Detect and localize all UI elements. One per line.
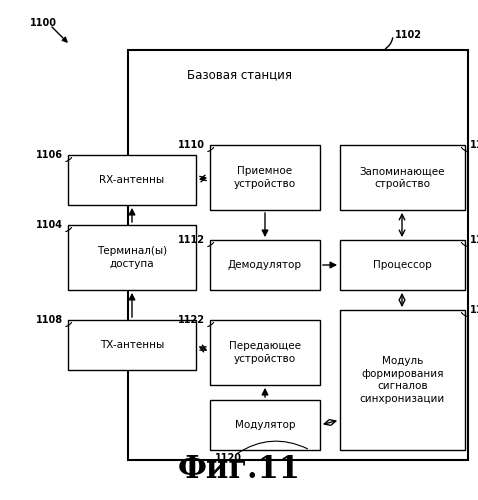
- Text: 1112: 1112: [178, 235, 205, 245]
- Text: 1108: 1108: [36, 315, 63, 325]
- Text: 1118: 1118: [470, 305, 478, 315]
- Bar: [340, 240, 465, 290]
- Bar: [210, 145, 320, 210]
- Text: Процессор: Процессор: [373, 260, 432, 270]
- Text: Демодулятор: Демодулятор: [228, 260, 302, 270]
- Bar: [340, 310, 465, 450]
- Text: 1116: 1116: [470, 140, 478, 150]
- Text: TX-антенны: TX-антенны: [100, 340, 164, 350]
- Text: RX-антенны: RX-антенны: [99, 175, 164, 185]
- Bar: [68, 225, 196, 290]
- Text: Базовая станция: Базовая станция: [187, 68, 293, 81]
- Bar: [68, 320, 196, 370]
- Bar: [340, 145, 465, 210]
- Bar: [210, 240, 320, 290]
- Bar: [210, 400, 320, 450]
- Text: 1106: 1106: [36, 150, 63, 160]
- Text: Передающее
устройство: Передающее устройство: [229, 342, 301, 363]
- Bar: [210, 320, 320, 385]
- Text: 1104: 1104: [36, 220, 63, 230]
- Text: Модулятор: Модулятор: [235, 420, 295, 430]
- Bar: [68, 155, 196, 205]
- Text: 1102: 1102: [395, 30, 422, 40]
- Text: Модуль
формирования
сигналов
синхронизации: Модуль формирования сигналов синхронизац…: [360, 356, 445, 404]
- Text: Терминал(ы)
доступа: Терминал(ы) доступа: [97, 246, 167, 268]
- Text: Приемное
устройство: Приемное устройство: [234, 166, 296, 188]
- Text: 1100: 1100: [30, 18, 57, 28]
- Text: Запоминающее
стройство: Запоминающее стройство: [360, 166, 445, 188]
- Text: Фиг.11: Фиг.11: [177, 454, 301, 485]
- Text: 1122: 1122: [178, 315, 205, 325]
- Bar: [128, 50, 468, 460]
- Text: 1110: 1110: [178, 140, 205, 150]
- Text: 1114: 1114: [470, 235, 478, 245]
- Text: 1120: 1120: [215, 453, 242, 463]
